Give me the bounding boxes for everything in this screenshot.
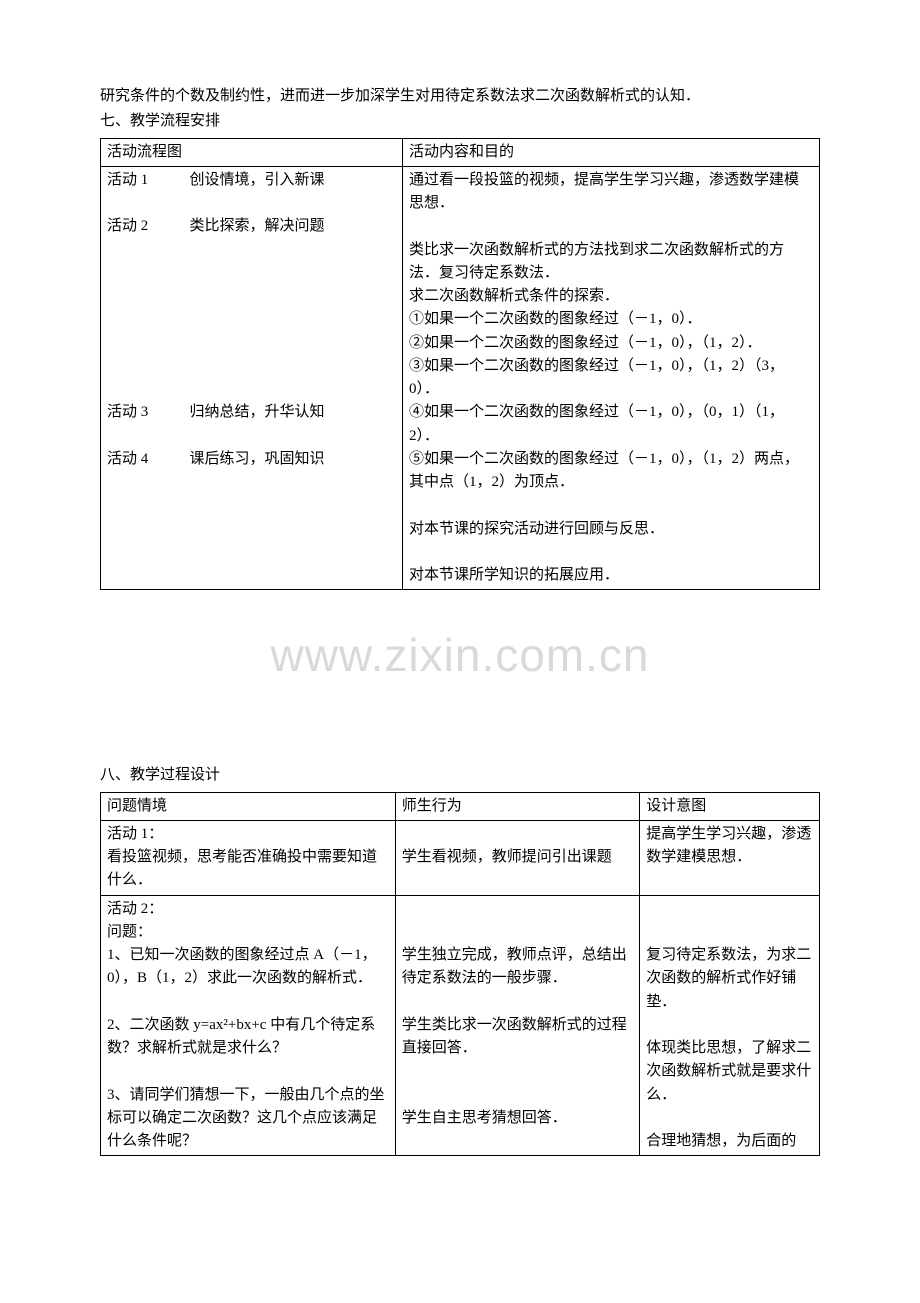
- text-line: 对本节课的探究活动进行回顾与反思．: [409, 518, 813, 541]
- table-header-cell: 设计意图: [640, 792, 820, 820]
- section7-heading: 七、教学流程安排: [100, 110, 820, 133]
- activity-text: 创设情境，引入新课: [175, 172, 325, 188]
- activity-text: 归纳总结，升华认知: [175, 404, 325, 420]
- text-line: [402, 921, 633, 944]
- text-line: 学生自主思考猜想回答．: [402, 1107, 633, 1130]
- text-line: [646, 898, 813, 921]
- table-row: 问题情境 师生行为 设计意图: [101, 792, 820, 820]
- text-line: 体现类比思想，了解求二次函数解析式就是要求什么．: [646, 1037, 813, 1107]
- table-row: 活动 1 创设情境，引入新课 活动 2 类比探索，解决问题 活动 3 归纳总结，…: [101, 166, 820, 590]
- text-line: [107, 1060, 389, 1083]
- text-line: [409, 494, 813, 517]
- table-cell: 活动 1：看投篮视频，思考能否准确投中需要知道什么．: [101, 820, 396, 895]
- text-line: 活动 2：: [107, 898, 389, 921]
- text-line: 2、二次函数 y=ax²+bx+c 中有几个待定系数？求解析式就是求什么？: [107, 1014, 389, 1061]
- activity-label: 活动 2: [107, 215, 175, 238]
- text-line: [402, 1084, 633, 1107]
- text-line: [402, 823, 633, 846]
- spacer-line: [107, 332, 396, 355]
- top-paragraph: 研究条件的个数及制约性，进而进一步加深学生对用待定系数法求二次函数解析式的认知．: [100, 85, 820, 108]
- section8-heading: 八、教学过程设计: [100, 764, 820, 787]
- text-line: [402, 898, 633, 921]
- text-line: [646, 1107, 813, 1130]
- spacer-line: [107, 355, 396, 378]
- table-cell: 通过看一段投篮的视频，提高学生学习兴趣，渗透数学建模思想． 类比求一次函数解析式…: [402, 166, 819, 590]
- table-teaching-process: 问题情境 师生行为 设计意图 活动 1：看投篮视频，思考能否准确投中需要知道什么…: [100, 792, 820, 1157]
- activity-label: 活动 4: [107, 448, 175, 471]
- table-row: 活动 1：看投篮视频，思考能否准确投中需要知道什么． 学生看视频，教师提问引出课…: [101, 820, 820, 895]
- spacer-line: [107, 425, 396, 448]
- table-header-cell: 活动流程图: [101, 138, 403, 166]
- text-line: [107, 991, 389, 1014]
- activity-label: 活动 1: [107, 169, 175, 192]
- text-line: [409, 541, 813, 564]
- table-cell: 复习待定系数法，为求二次函数的解析式作好铺垫． 体现类比思想，了解求二次函数解析…: [640, 895, 820, 1156]
- text-line: [402, 991, 633, 1014]
- text-line: 合理地猜想，为后面的: [646, 1130, 813, 1153]
- text-line: 类比求一次函数解析式的方法找到求二次函数解析式的方法．复习待定系数法．: [409, 239, 813, 286]
- activity-label: 活动 3: [107, 401, 175, 424]
- table-cell: 学生独立完成，教师点评，总结出待定系数法的一般步骤． 学生类比求一次函数解析式的…: [395, 895, 639, 1156]
- table-header-cell: 问题情境: [101, 792, 396, 820]
- text-line: ②如果一个二次函数的图象经过（－1，0），（1，2）．: [409, 332, 813, 355]
- table-cell: 学生看视频，教师提问引出课题: [395, 820, 639, 895]
- spacer-line: [107, 378, 396, 401]
- text-line: 通过看一段投篮的视频，提高学生学习兴趣，渗透数学建模思想．: [409, 169, 813, 216]
- spacer-line: [107, 239, 396, 262]
- text-line: 求二次函数解析式条件的探索．: [409, 285, 813, 308]
- table-cell: 活动 2：问题：1、已知一次函数的图象经过点 A（－1，0），B（1，2）求此一…: [101, 895, 396, 1156]
- spacer-line: [107, 192, 396, 215]
- activity-text: 课后练习，巩固知识: [175, 451, 325, 467]
- text-line: 看投篮视频，思考能否准确投中需要知道什么．: [107, 846, 389, 893]
- text-line: ①如果一个二次函数的图象经过（－1，0）．: [409, 308, 813, 331]
- text-line: 对本节课所学知识的拓展应用．: [409, 564, 813, 587]
- table-header-cell: 师生行为: [395, 792, 639, 820]
- text-line: 活动 1：: [107, 823, 389, 846]
- table-cell: 活动 1 创设情境，引入新课 活动 2 类比探索，解决问题 活动 3 归纳总结，…: [101, 166, 403, 590]
- text-line: 问题：: [107, 921, 389, 944]
- table-header-cell: 活动内容和目的: [402, 138, 819, 166]
- table-activity-flow: 活动流程图 活动内容和目的 活动 1 创设情境，引入新课 活动 2 类比探索，解…: [100, 138, 820, 591]
- text-line: 复习待定系数法，为求二次函数的解析式作好铺垫．: [646, 944, 813, 1014]
- text-line: 3、请同学们猜想一下，一般由几个点的坐标可以确定二次函数？这几个点应该满足什么条…: [107, 1084, 389, 1154]
- text-line: 学生看视频，教师提问引出课题: [402, 846, 633, 869]
- text-line: 学生独立完成，教师点评，总结出待定系数法的一般步骤．: [402, 944, 633, 991]
- spacer-line: [107, 285, 396, 308]
- text-line: 1、已知一次函数的图象经过点 A（－1，0），B（1，2）求此一次函数的解析式．: [107, 944, 389, 991]
- activity-text: 类比探索，解决问题: [175, 218, 325, 234]
- table-row: 活动流程图 活动内容和目的: [101, 138, 820, 166]
- text-line: [646, 921, 813, 944]
- text-line: [409, 215, 813, 238]
- spacer-line: [107, 262, 396, 285]
- spacer-line: [107, 308, 396, 331]
- table-row: 活动 2：问题：1、已知一次函数的图象经过点 A（－1，0），B（1，2）求此一…: [101, 895, 820, 1156]
- text-line: ③如果一个二次函数的图象经过（－1，0），（1，2）（3，0）．: [409, 355, 813, 402]
- text-line: ④如果一个二次函数的图象经过（－1，0），（0，1）（1，2）．: [409, 401, 813, 448]
- text-line: ⑤如果一个二次函数的图象经过（－1，0），（1，2）两点，其中点（1，2）为顶点…: [409, 448, 813, 495]
- text-line: [646, 1014, 813, 1037]
- text-line: [402, 1060, 633, 1083]
- text-line: 学生类比求一次函数解析式的过程直接回答．: [402, 1014, 633, 1061]
- table-cell: 提高学生学习兴趣，渗透数学建模思想．: [640, 820, 820, 895]
- text-line: 提高学生学习兴趣，渗透数学建模思想．: [646, 823, 813, 870]
